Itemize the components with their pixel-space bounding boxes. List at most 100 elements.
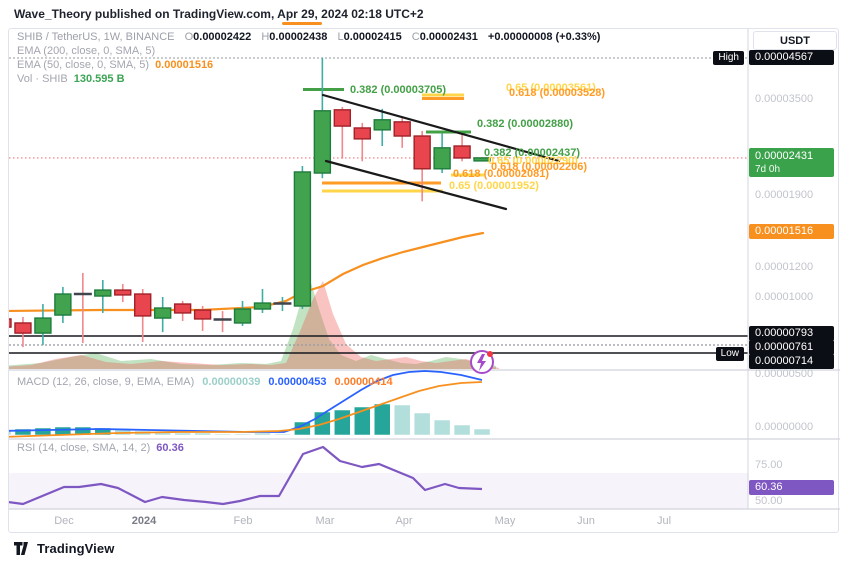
candles [9, 57, 491, 348]
price-axis-label: 50.00 [755, 495, 783, 507]
candle-body [34, 317, 52, 334]
macd-legend[interactable]: MACD (12, 26, close, 9, EMA, EMA) 0.00000… [17, 376, 393, 388]
time-axis-label: Mar [315, 515, 335, 527]
macd-bar [354, 406, 371, 436]
candle-body [353, 127, 371, 140]
trendline [324, 159, 508, 211]
price-axis[interactable]: 0.00003500 0.00001900 0.00001200 0.00001000… [748, 29, 840, 509]
candle-body [393, 121, 411, 137]
tradingview-logo-text: TradingView [37, 541, 115, 556]
symbol-title: SHIB / TetherUS, 1W, BINANCE [17, 31, 175, 43]
chart-widget: 0.382 (0.00003705) 0.65 (0.00003561) 0.618… [8, 28, 840, 534]
price-axis-label: 0.00003500 [755, 93, 814, 105]
macd-signal-value: 0.00000414 [334, 376, 393, 388]
fib-label: 0.618 (0.00002081) [453, 168, 549, 180]
legend-ema50-row[interactable]: EMA (50, close, 0, SMA, 5) 0.00001516 [17, 59, 600, 72]
time-axis-label: Dec [54, 515, 74, 527]
macd-bar [9, 430, 12, 436]
close-value: 0.00002431 [419, 31, 478, 43]
high-letter: H [261, 31, 270, 43]
rsi-band [9, 473, 748, 509]
low-value: 0.00002415 [343, 31, 402, 43]
macd-bar [433, 419, 451, 436]
currency-toggle-button[interactable]: USDT [753, 31, 837, 50]
time-axis-label: Jun [577, 515, 595, 527]
macd-line [9, 370, 483, 433]
price-badge: 0.00000761 [749, 340, 834, 355]
macd-bar [194, 432, 211, 436]
price-axis-label: 75.00 [755, 459, 783, 471]
fib-label: 0.382 (0.00002437) [484, 147, 580, 159]
macd-bar [174, 432, 191, 436]
price-axis-label: 0.00000000 [755, 421, 814, 433]
open-value: 0.00002422 [193, 31, 252, 43]
macd-bar [413, 412, 431, 436]
chart-canvas[interactable]: 0.382 (0.00003705) 0.65 (0.00003561)0.618… [9, 29, 840, 534]
price-axis-label: 0.00001900 [755, 189, 814, 201]
candle-body [433, 147, 451, 170]
candle-body [14, 322, 32, 334]
price-badge: 60.36 [749, 480, 834, 495]
candle-body [114, 289, 132, 296]
low-badge: Low [715, 347, 744, 361]
macd-bar [234, 433, 251, 436]
attribution-underline [282, 22, 322, 25]
macd-bar [373, 403, 391, 436]
time-axis-label: 2024 [131, 515, 157, 527]
trendline [321, 93, 561, 163]
change-value: +0.00000008 (+0.33%) [487, 31, 601, 43]
legend-volume-row[interactable]: Vol · SHIB 130.595 B [17, 73, 600, 86]
fib-label: 0.65 (0.00001952) [449, 180, 539, 192]
fib-label: 0.65 (0.00002290) [488, 155, 578, 167]
price-badge: 0.00000714 [749, 354, 834, 369]
macd-bar [274, 433, 291, 436]
macd-bar [473, 428, 491, 436]
open-letter: O [184, 31, 194, 43]
volume-label: Vol · SHIB [17, 73, 68, 85]
time-axis[interactable]: Dec 2024 Feb Mar Apr May Jun Jul [9, 509, 748, 533]
legend-symbol-row[interactable]: SHIB / TetherUS, 1W, BINANCE O0.00002422… [17, 31, 600, 44]
notification-dot [487, 351, 493, 357]
price-axis-label: 0.00001200 [755, 261, 814, 273]
close-letter: C [411, 31, 420, 43]
macd-label: MACD (12, 26, close, 9, EMA, EMA) [17, 376, 195, 388]
macd-bar [214, 433, 231, 436]
candle-body [333, 109, 352, 127]
rsi-legend[interactable]: RSI (14, close, SMA, 14, 2) 60.36 [17, 442, 184, 454]
macd-bar [14, 428, 32, 436]
candle-body [233, 308, 252, 324]
ema50-line [9, 231, 485, 313]
fib-label: 0.618 (0.00003528) [509, 87, 605, 99]
volume-area [9, 281, 499, 369]
horizontal-lines [9, 57, 748, 354]
low-letter: L [337, 31, 344, 43]
time-axis-label: Apr [395, 515, 413, 527]
high-badge: High [713, 51, 744, 65]
volume-red [9, 281, 499, 369]
macd-pane [9, 370, 491, 438]
rsi-label: RSI (14, close, SMA, 14, 2) [17, 442, 151, 454]
chart-legend: SHIB / TetherUS, 1W, BINANCE O0.00002422… [17, 31, 600, 87]
fib-label: 0.618 (0.00002206) [491, 161, 587, 173]
candle-body [9, 318, 12, 328]
candle-body [313, 110, 332, 174]
legend-ema200-row[interactable]: EMA (200, close, 0, SMA, 5) [17, 45, 600, 58]
ema50-label: EMA (50, close, 0, SMA, 5) [17, 59, 150, 71]
candle-body [453, 145, 471, 159]
candle-body [413, 135, 431, 170]
price-axis-label: 0.00000500 [755, 368, 814, 380]
tradingview-logo-icon [14, 541, 28, 555]
attribution-text: Wave_Theory published on TradingView.com… [14, 7, 424, 21]
macd-line-value: 0.00000453 [268, 376, 327, 388]
tradingview-attribution: TradingView [14, 541, 114, 556]
macd-bar [94, 427, 112, 436]
rsi-value: 60.36 [156, 442, 184, 454]
candle-body [54, 293, 72, 316]
candle-body [94, 289, 112, 297]
lightning-marker[interactable] [470, 350, 494, 374]
fib-lines [303, 88, 484, 193]
price-axis-label: 0.00001000 [755, 291, 814, 303]
fib-label: 0.382 (0.00003705) [350, 84, 446, 96]
candle-body [293, 171, 312, 307]
